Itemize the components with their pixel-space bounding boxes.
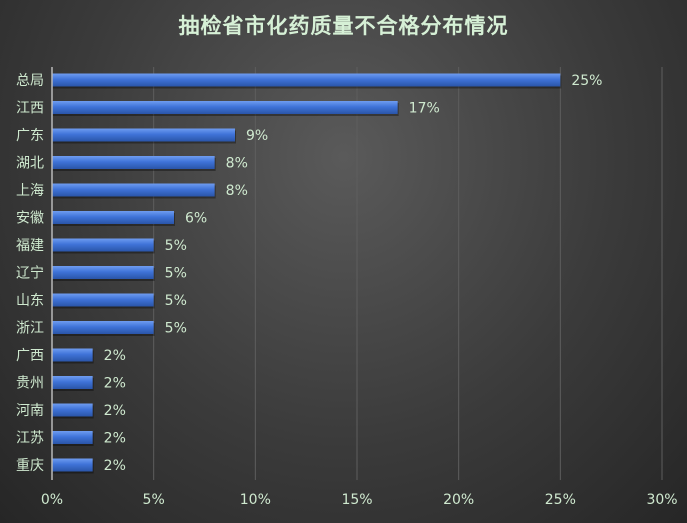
category-label: 广西 (16, 348, 44, 364)
category-label: 河南 (16, 403, 44, 419)
bar (52, 101, 398, 114)
category-label: 江西 (16, 101, 44, 117)
bar (52, 403, 93, 417)
category-label: 上海 (16, 183, 44, 199)
category-label: 浙江 (16, 321, 44, 337)
bar (52, 458, 93, 472)
bar (52, 266, 154, 279)
data-label: 5% (165, 293, 187, 309)
bar (52, 156, 215, 169)
data-label: 17% (409, 101, 440, 117)
category-label: 湖北 (16, 156, 44, 172)
chart-title: 抽检省市化药质量不合格分布情况 (178, 14, 509, 38)
bar (52, 321, 154, 334)
data-label: 8% (226, 183, 248, 199)
data-label: 5% (165, 321, 187, 337)
bar (52, 293, 154, 307)
category-label: 安徽 (16, 211, 44, 227)
category-label: 重庆 (16, 458, 44, 474)
category-label: 贵州 (16, 376, 44, 392)
x-tick-label: 30% (646, 492, 677, 508)
x-tick-label: 15% (341, 492, 372, 508)
category-label: 江苏 (16, 431, 44, 447)
category-label: 山东 (16, 293, 44, 309)
data-label: 2% (104, 458, 126, 474)
data-label: 2% (104, 431, 126, 447)
labels: 0% 5% 10% 15% 20% 25% 30% 总局 25% 江西 17% 广东 9% 湖北 8% 上海 8… (16, 73, 678, 508)
data-label: 2% (104, 348, 126, 364)
category-label: 总局 (16, 73, 44, 89)
data-label: 5% (165, 266, 187, 282)
bar (52, 183, 215, 197)
bar (52, 431, 93, 444)
bar (52, 73, 561, 87)
bar (52, 128, 235, 142)
x-tick-label: 20% (443, 492, 474, 508)
data-label: 8% (226, 156, 248, 172)
category-label: 广东 (16, 128, 44, 144)
x-tick-label: 5% (143, 492, 165, 508)
data-label: 2% (104, 376, 126, 392)
bar (52, 238, 154, 252)
bar (52, 376, 93, 389)
bar (52, 211, 174, 224)
data-label: 5% (165, 238, 187, 254)
x-tick-label: 0% (41, 492, 63, 508)
category-label: 福建 (16, 238, 44, 254)
data-label: 9% (246, 128, 268, 144)
category-label: 辽宁 (16, 265, 44, 282)
data-label: 6% (185, 211, 207, 227)
x-tick-label: 10% (240, 492, 271, 508)
x-tick-label: 25% (545, 492, 576, 508)
data-label: 25% (571, 73, 602, 89)
bars (52, 73, 562, 474)
bar (52, 348, 93, 362)
data-label: 2% (104, 403, 126, 419)
